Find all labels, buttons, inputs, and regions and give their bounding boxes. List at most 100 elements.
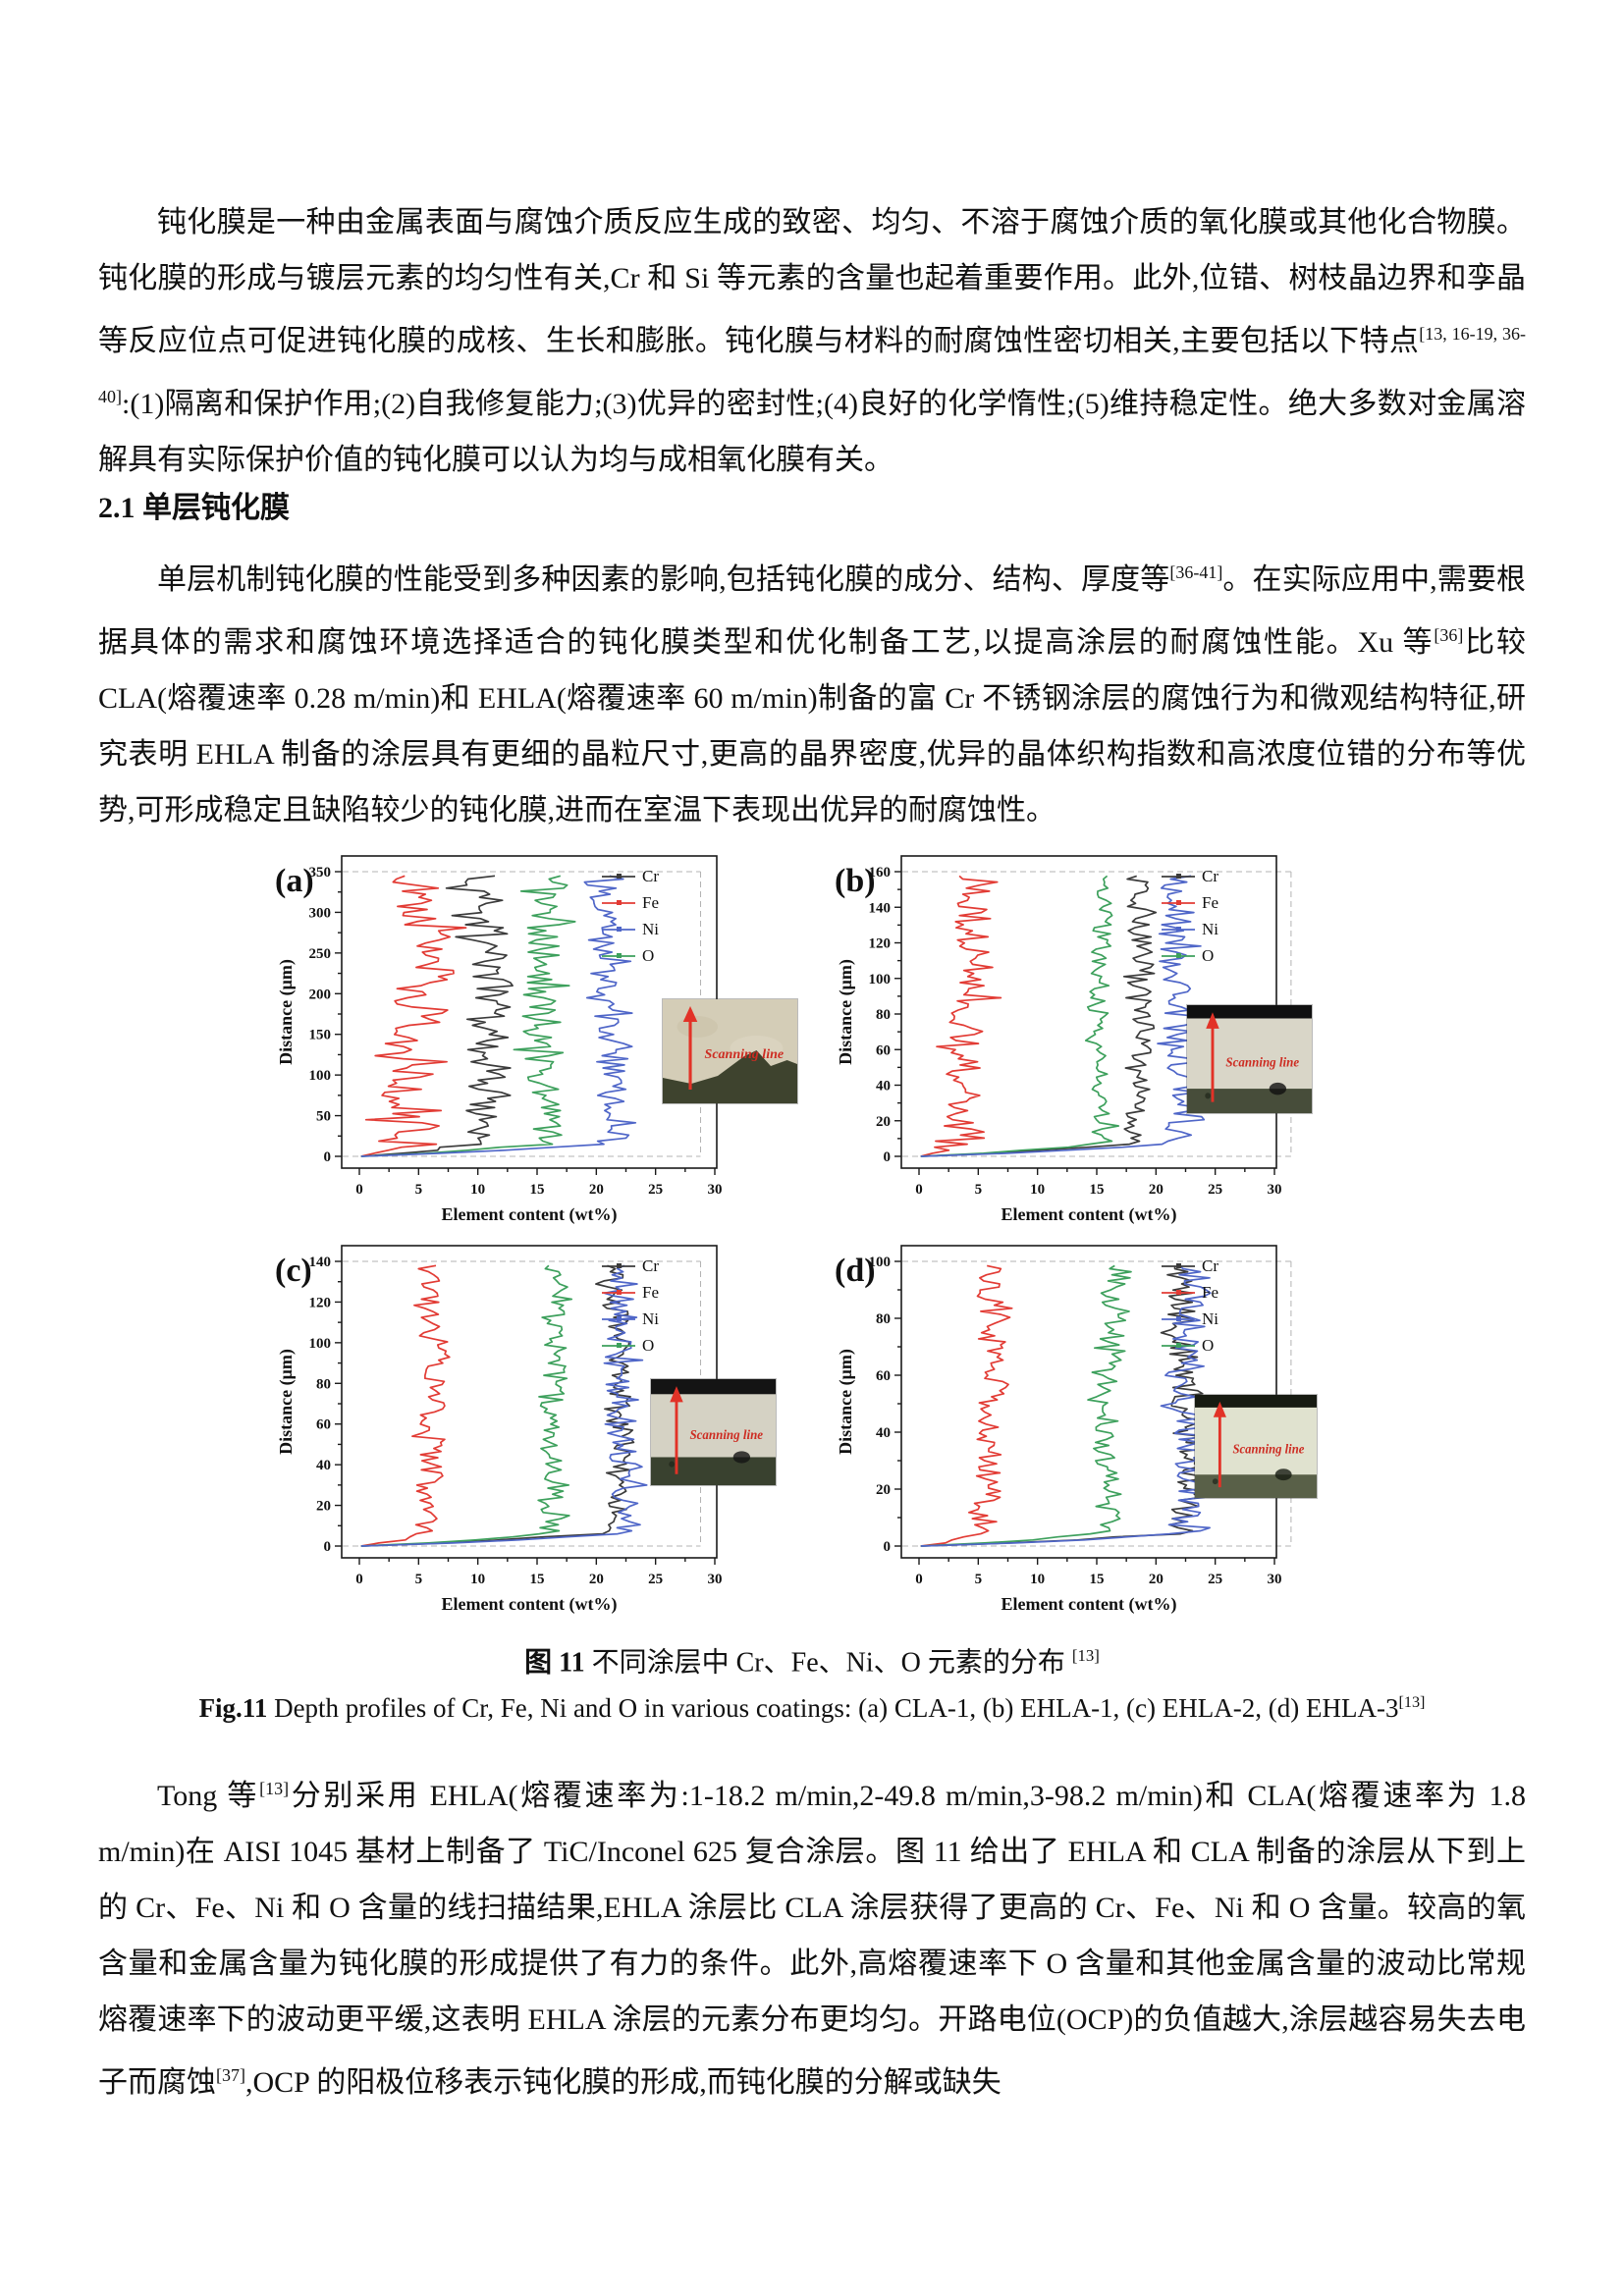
svg-text:0: 0 [355,1182,363,1198]
svg-text:100: 100 [869,972,892,988]
scanning-line-label: Scanning line [689,1427,763,1442]
x-axis-tick-labels: 0 5 10 15 20 25 30 [355,1182,722,1198]
series-Fe [920,1264,1013,1547]
series-Fe [360,875,467,1157]
svg-text:60: 60 [876,1042,891,1058]
y-axis-tick-labels: 0 20 40 60 80 100 120 140 160 [869,865,892,1165]
scanning-line-inset-svg: Scanning line [651,1379,776,1485]
scanning-line-inset: Scanning line [1187,1005,1312,1113]
svg-text:120: 120 [309,1295,332,1310]
series-Ni [360,1264,648,1547]
svg-text:20: 20 [316,1499,331,1515]
figure-11: 0 5 10 15 20 25 30 0 50 100 150 200 250 300 350 Cr Fe Ni O… [270,842,1385,1622]
x-axis-label: Element content (wt%) [442,1594,618,1615]
svg-text:20: 20 [589,1572,604,1587]
x-axis-ticks [358,1558,716,1565]
series-O [360,1264,573,1547]
x-axis-tick-labels: 0 5 10 15 20 25 30 [355,1572,722,1587]
svg-text:40: 40 [876,1425,891,1441]
svg-text:40: 40 [876,1079,891,1095]
series-Cr [360,875,514,1157]
svg-text:60: 60 [316,1417,331,1433]
scanning-line-label: Scanning line [1225,1054,1299,1070]
svg-text:15: 15 [1090,1572,1105,1587]
y-axis-ticks [894,871,901,1157]
svg-text:30: 30 [708,1182,723,1198]
figure-caption-en: Fig.11 Depth profiles of Cr, Fe, Ni and … [198,1693,1426,1723]
svg-text:150: 150 [309,1028,332,1043]
y-axis-ticks [335,1260,342,1547]
scanning-line-inset: Scanning line [1195,1395,1317,1498]
series-O [920,1264,1132,1547]
series-Cr [920,875,1158,1157]
svg-text:0: 0 [915,1182,923,1198]
svg-text:0: 0 [884,1149,892,1165]
svg-text:100: 100 [309,1068,332,1084]
svg-text:5: 5 [415,1182,423,1198]
subplot-d-ehla3: 0 5 10 15 20 25 30 0 20 40 60 80 100 Cr Fe Ni O (d) Elemen… [830,1232,1384,1621]
svg-text:Ni: Ni [1202,920,1218,938]
svg-text:Fe: Fe [642,893,659,912]
svg-text:100: 100 [869,1255,892,1270]
x-axis-label: Element content (wt%) [1001,1594,1177,1615]
scanning-line-inset: Scanning line [663,999,797,1103]
svg-text:0: 0 [915,1572,923,1587]
svg-text:120: 120 [869,936,892,952]
svg-text:15: 15 [530,1182,545,1198]
x-axis-tick-labels: 0 5 10 15 20 25 30 [915,1572,1281,1587]
scanning-line-inset-svg: Scanning line [1195,1395,1317,1498]
scanning-line-inset-svg: Scanning line [1187,1005,1312,1113]
svg-text:O: O [1202,946,1214,965]
series-Fe [360,1264,451,1547]
svg-text:O: O [642,946,654,965]
paragraph-passive-film-intro: 钝化膜是一种由金属表面与腐蚀介质反应生成的致密、均匀、不溶于腐蚀介质的氧化膜或其… [98,206,1527,476]
svg-text:5: 5 [415,1572,423,1587]
subplot-label: (b) [835,863,876,899]
series-Ni [920,875,1206,1157]
svg-text:Fe: Fe [1202,893,1218,912]
series-Ni [920,1264,1214,1547]
svg-text:10: 10 [470,1572,485,1587]
y-axis-label: Distance (μm) [276,1349,297,1455]
svg-text:0: 0 [884,1539,892,1555]
svg-text:20: 20 [876,1114,891,1130]
dashed-guides [343,1260,702,1547]
subplot-label: (c) [275,1253,312,1289]
x-axis-ticks [918,1168,1275,1175]
svg-text:20: 20 [1149,1572,1164,1587]
scanning-line-label: Scanning line [1233,1441,1305,1456]
series-Ni [360,875,637,1157]
svg-text:140: 140 [869,900,892,916]
subplot-b-ehla1: 0 5 10 15 20 25 30 0 20 40 60 80 100 120 140 160 Cr Fe Ni O… [830,842,1384,1231]
svg-text:50: 50 [316,1109,331,1125]
paragraph-single-layer-film: 单层机制钝化膜的性能受到多种因素的影响,包括钝化膜的成分、结构、厚度等[36-4… [98,562,1527,827]
svg-text:5: 5 [975,1572,983,1587]
y-axis-label: Distance (μm) [836,1349,856,1455]
subplot-label: (a) [275,863,314,899]
svg-text:25: 25 [648,1572,663,1587]
chart-legend: Cr Fe Ni O [602,1256,659,1355]
series-O [920,875,1120,1157]
svg-text:140: 140 [309,1255,332,1270]
svg-text:Ni: Ni [642,920,659,938]
svg-text:Ni: Ni [1202,1309,1218,1328]
svg-text:160: 160 [869,865,892,881]
svg-text:25: 25 [1208,1182,1222,1198]
svg-text:80: 80 [316,1376,331,1392]
svg-text:Fe: Fe [1202,1283,1218,1302]
svg-text:20: 20 [589,1182,604,1198]
svg-text:30: 30 [1268,1182,1282,1198]
series-Cr [360,1264,635,1547]
subplot-label: (d) [835,1253,876,1289]
svg-text:Fe: Fe [642,1283,659,1302]
svg-text:25: 25 [648,1182,663,1198]
y-axis-tick-labels: 0 20 40 60 80 100 [869,1255,892,1555]
svg-text:100: 100 [309,1336,332,1352]
svg-text:10: 10 [1030,1572,1045,1587]
paragraph-tong-study: Tong 等[13]分别采用 EHLA(熔覆速率为:1-18.2 m/min,2… [98,1779,1527,2099]
line-chart-c: 0 5 10 15 20 25 30 0 20 40 60 80 100 120 140 Cr Fe Ni O (c)… [275,1245,723,1615]
figure-caption-zh: 图 11 不同涂层中 Cr、Fe、Ni、O 元素的分布 [13] [524,1646,1100,1679]
svg-text:60: 60 [876,1368,891,1384]
